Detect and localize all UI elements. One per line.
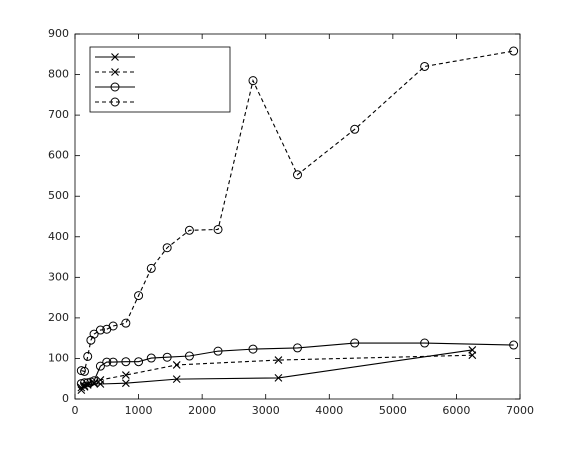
y-tick-label: 800 — [48, 68, 69, 81]
marker — [293, 170, 302, 180]
marker — [274, 374, 283, 382]
marker — [162, 243, 172, 253]
marker — [172, 375, 181, 384]
series-line — [80, 354, 473, 391]
marker — [134, 291, 144, 301]
legend-marker — [110, 82, 120, 92]
marker — [162, 352, 172, 362]
y-tick-label: 600 — [48, 149, 69, 162]
marker — [90, 378, 98, 387]
marker — [89, 329, 99, 339]
marker — [76, 379, 86, 389]
marker — [350, 338, 360, 348]
x-tick-label: 0 — [72, 404, 79, 417]
x-tick-label: 3000 — [252, 404, 280, 417]
marker — [420, 338, 430, 348]
marker — [121, 318, 131, 328]
marker — [108, 321, 118, 331]
marker — [95, 361, 105, 371]
marker — [184, 225, 194, 235]
marker — [76, 366, 86, 376]
series-line — [81, 349, 473, 389]
marker — [509, 46, 519, 56]
marker — [80, 366, 90, 376]
marker — [213, 346, 223, 356]
marker — [80, 378, 90, 388]
marker — [83, 378, 93, 388]
x-tick-label: 6000 — [442, 404, 470, 417]
marker — [293, 343, 302, 353]
y-tick-label: 300 — [48, 270, 69, 283]
legend-marker — [110, 97, 120, 107]
marker — [121, 371, 130, 379]
marker — [146, 353, 156, 363]
marker — [83, 351, 93, 361]
plot-area — [74, 33, 521, 400]
marker — [102, 357, 112, 367]
marker — [184, 351, 194, 361]
marker — [509, 340, 519, 350]
y-tick-label: 0 — [62, 392, 69, 405]
marker — [95, 325, 105, 335]
x-tick-label: 5000 — [379, 404, 407, 417]
marker — [274, 356, 283, 364]
x-tick-label: 1000 — [125, 404, 153, 417]
marker — [146, 263, 156, 273]
x-tick-label: 4000 — [315, 404, 343, 417]
y-tick-label: 200 — [48, 311, 69, 324]
y-tick-label: 500 — [48, 189, 69, 202]
marker — [121, 379, 130, 388]
marker — [248, 76, 258, 86]
marker — [134, 357, 144, 367]
y-tick-label: 100 — [48, 351, 69, 364]
y-tick-label: 700 — [48, 108, 69, 121]
marker — [213, 224, 223, 234]
series-line — [81, 342, 514, 385]
x-tick-label: 7000 — [506, 404, 534, 417]
y-tick-label: 900 — [48, 27, 69, 40]
marker — [468, 351, 477, 360]
x-tick-label: 2000 — [188, 404, 216, 417]
marker — [172, 361, 181, 369]
marker — [121, 357, 131, 367]
series-line — [81, 50, 514, 373]
marker — [350, 124, 360, 134]
legend-marker — [111, 53, 119, 61]
y-tick-label: 400 — [48, 230, 69, 243]
marker — [420, 61, 430, 71]
marker — [89, 376, 99, 386]
legend-box — [89, 46, 231, 113]
marker — [248, 344, 258, 354]
marker — [108, 357, 118, 367]
legend-marker — [111, 68, 119, 76]
